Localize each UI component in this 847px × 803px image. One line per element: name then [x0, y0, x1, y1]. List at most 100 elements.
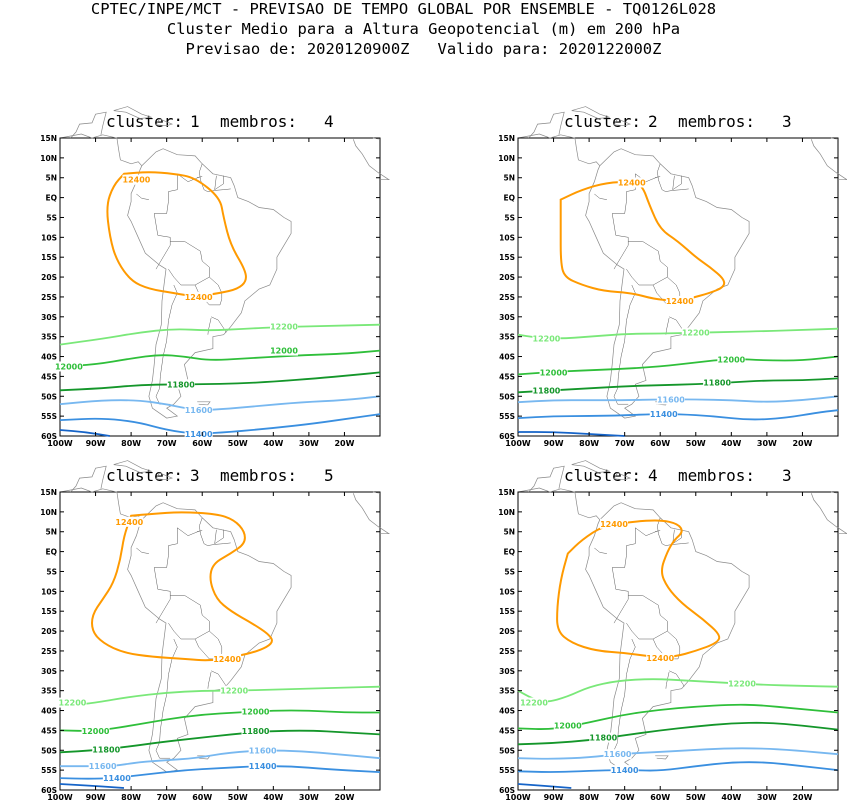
- lat-label: 5N: [504, 528, 516, 537]
- contour-label: 11800: [703, 378, 731, 387]
- contour-label-bg: [58, 697, 87, 708]
- cluster-label: cluster:: [564, 112, 642, 131]
- lon-label: 40W: [721, 439, 741, 448]
- lon-label: 40W: [721, 793, 741, 802]
- contour-label: 11600: [89, 762, 117, 771]
- lat-label: 40S: [499, 707, 515, 716]
- contour-label-bg: [728, 678, 756, 689]
- membros-value: 3: [782, 466, 792, 485]
- lon-label: 60W: [192, 793, 212, 802]
- contour-label: 11800: [242, 727, 270, 736]
- lat-label: 50S: [499, 392, 515, 401]
- country-border: [196, 176, 203, 178]
- lat-label: 30S: [41, 667, 57, 676]
- lon-label: 50W: [228, 439, 248, 448]
- lat-label: 20S: [499, 273, 515, 282]
- lat-label: EQ: [504, 548, 516, 557]
- lat-label: 15N: [40, 134, 57, 143]
- country-border: [665, 671, 670, 689]
- contour-label: 12200: [533, 335, 561, 344]
- lat-label: 30S: [499, 313, 515, 322]
- contour-label-bg: [241, 726, 270, 737]
- lat-label: 55S: [41, 766, 57, 775]
- country-border: [626, 241, 668, 286]
- lat-label: 10N: [40, 508, 57, 517]
- contour-11200: [517, 431, 625, 437]
- lon-label: 80W: [579, 439, 599, 448]
- lat-label: 45S: [41, 372, 57, 381]
- lat-label: 50S: [499, 746, 515, 755]
- contour-label: 12200: [59, 699, 87, 708]
- lon-label: 80W: [121, 439, 141, 448]
- coastline: [528, 465, 565, 493]
- contour-label: 12000: [55, 362, 83, 371]
- coastline: [197, 401, 211, 406]
- lat-label: 25S: [41, 293, 57, 302]
- cluster-value: 4: [648, 466, 658, 485]
- lon-label: 50W: [228, 793, 248, 802]
- contour-label-bg: [646, 653, 675, 664]
- coastline: [70, 465, 107, 493]
- lon-label: 100W: [505, 439, 531, 448]
- contour-11200: [517, 783, 572, 789]
- lat-label: EQ: [504, 194, 516, 203]
- membros-label: membros:: [220, 466, 298, 485]
- coastline: [528, 111, 565, 139]
- country-border: [136, 193, 149, 200]
- lat-label: 50S: [41, 392, 57, 401]
- country-border: [136, 547, 149, 554]
- contour-label-bg: [220, 685, 249, 696]
- contour-11400: [517, 761, 839, 773]
- lat-label: 55S: [499, 412, 515, 421]
- contour-label-bg: [532, 385, 561, 396]
- membros-label: membros:: [678, 112, 756, 131]
- contour-label: 12200: [270, 323, 298, 332]
- lon-label: 40W: [263, 793, 283, 802]
- country-border: [153, 527, 200, 624]
- lon-label: 90W: [544, 439, 564, 448]
- contour-label: 11400: [185, 430, 213, 439]
- contour-label-bg: [122, 174, 151, 185]
- cluster-value: 1: [190, 112, 200, 131]
- contour-label: 11800: [533, 386, 561, 395]
- lon-label: 60W: [192, 439, 212, 448]
- lat-label: EQ: [46, 194, 58, 203]
- contour-label-bg: [92, 744, 121, 755]
- contour-label: 12400: [185, 293, 213, 302]
- lat-label: 10S: [499, 587, 515, 596]
- membros-label: membros:: [220, 112, 298, 131]
- coastline: [517, 487, 601, 521]
- contour-label: 12400: [666, 297, 694, 306]
- header-line-1: CPTEC/INPE/MCT - PREVISAO DE TEMPO GLOBA…: [90, 0, 717, 18]
- coastline: [352, 139, 391, 181]
- lat-label: 15N: [498, 134, 515, 143]
- lat-label: 20S: [41, 273, 57, 282]
- coastline: [59, 133, 143, 167]
- lon-label: 70W: [615, 439, 635, 448]
- coastlines: [59, 106, 391, 419]
- contour-11800: [517, 721, 839, 746]
- lon-label: 20W: [334, 439, 354, 448]
- contour-label-bg: [717, 354, 746, 365]
- cluster-label: cluster:: [564, 466, 642, 485]
- coastline: [372, 137, 381, 140]
- lat-label: 5S: [504, 213, 515, 222]
- contour-label: 11600: [249, 746, 277, 755]
- contour-label-bg: [81, 726, 110, 737]
- contour-label-bg: [520, 697, 548, 708]
- lat-label: EQ: [46, 548, 58, 557]
- cluster-panel-1: cluster: 1 membros: 4 12400 12400 12200 12000 12…: [32, 106, 452, 448]
- coastline: [571, 460, 610, 473]
- cluster-panel-4: cluster: 4 membros: 3 12400 12400 12200 12200 12…: [490, 460, 847, 802]
- coastline: [372, 491, 381, 494]
- lat-label: 60S: [499, 786, 515, 795]
- cluster-panel-3: cluster: 3 membros: 5 12400 12400 12200 12200 12…: [32, 460, 452, 802]
- contour-11200: [59, 783, 125, 789]
- map: 12400 12400 12200 12200 12000 12000 11800 11800…: [40, 460, 391, 802]
- lat-label: 5S: [46, 213, 57, 222]
- header-line-2: Cluster Medio para a Altura Geopotencial…: [166, 20, 681, 38]
- lat-label: 30S: [499, 667, 515, 676]
- contour-label-bg: [665, 295, 694, 306]
- contour-label: 12400: [618, 179, 646, 188]
- cluster-label: cluster:: [106, 466, 184, 485]
